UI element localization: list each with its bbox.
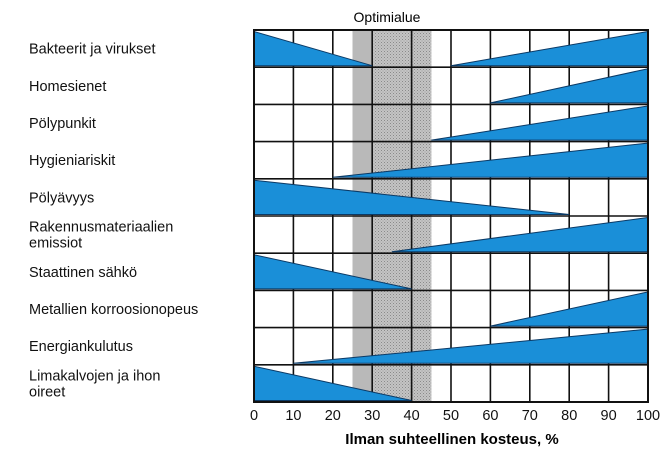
category-label: Bakteerit ja virukset	[29, 42, 156, 58]
category-label: Pölypunkit	[29, 116, 96, 132]
x-tick-label-90: 90	[601, 408, 617, 424]
category-label: Staattinen sähkö	[29, 265, 137, 281]
chart-title: Optimialue	[354, 9, 421, 25]
wedge-3-4	[431, 105, 649, 141]
x-tick-label-10: 10	[285, 408, 301, 424]
x-tick-label-0: 0	[250, 408, 258, 424]
x-tick-label-40: 40	[404, 408, 420, 424]
x-axis-title: Ilman suhteellinen kosteus, %	[345, 431, 558, 448]
category-label: Limakalvojen ja ihon oireet	[29, 368, 160, 400]
category-label: Homesienet	[29, 79, 106, 95]
plot-frame	[253, 29, 649, 403]
category-label: Rakennusmateriaalien emissiot	[29, 220, 173, 252]
x-tick-label-70: 70	[522, 408, 538, 424]
category-label: Hygieniariskit	[29, 153, 115, 169]
x-tick-label-60: 60	[482, 408, 498, 424]
wedge-9-10	[293, 328, 649, 364]
x-tick-label-20: 20	[325, 408, 341, 424]
x-tick-label-30: 30	[364, 408, 380, 424]
category-label: Metallien korroosionopeus	[29, 302, 198, 318]
wedge-1-2	[450, 30, 649, 67]
x-tick-label-50: 50	[443, 408, 459, 424]
category-label: Energiankulutus	[29, 339, 133, 355]
category-label: Pölyävyys	[29, 190, 94, 206]
x-tick-label-80: 80	[561, 408, 577, 424]
x-tick-label-100: 100	[636, 408, 660, 424]
